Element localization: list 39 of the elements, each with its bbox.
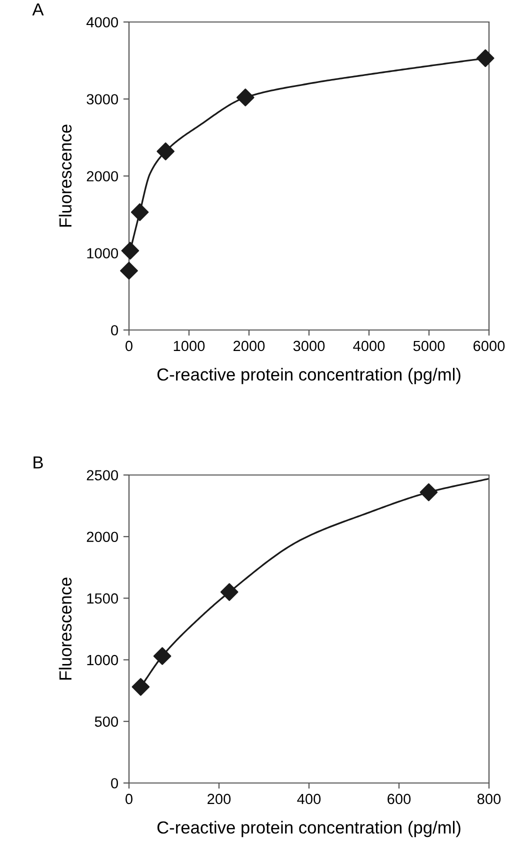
- y-tick-label: 1000: [87, 654, 118, 666]
- point: [153, 647, 172, 666]
- y-tick-label: 500: [94, 716, 118, 727]
- point: [220, 583, 238, 601]
- y-tick-label: 0: [111, 325, 118, 336]
- x-tick-label: 5000: [413, 340, 445, 352]
- y-tick-label: 1000: [87, 248, 118, 258]
- point: [236, 88, 254, 106]
- x-axis-title: C-reactive protein concentration (pg/ml): [157, 820, 460, 838]
- x-tick-label: 400: [297, 794, 321, 804]
- point: [420, 483, 438, 502]
- x-tick-label: 200: [208, 794, 231, 804]
- y-tick-label: 2000: [86, 171, 118, 182]
- x-tick-label: 0: [126, 340, 132, 352]
- y-tick-label: 2500: [86, 470, 118, 480]
- x-tick-label: 3000: [293, 340, 325, 352]
- y-axis-title: Fluorescence: [58, 124, 72, 227]
- y-tick-label: 3000: [86, 94, 118, 104]
- x-tick-label: 4000: [353, 340, 385, 352]
- x-tick-label: 6000: [474, 340, 505, 352]
- point: [121, 242, 140, 260]
- y-tick-label: 4000: [86, 17, 118, 28]
- y-tick-label: 1500: [87, 593, 118, 604]
- y-tick-label: 0: [111, 778, 118, 788]
- x-axis-title: C-reactive protein concentration (pg/ml): [157, 368, 460, 384]
- point: [132, 678, 150, 696]
- x-tick-label: 600: [388, 794, 411, 804]
- point: [120, 262, 138, 280]
- point: [476, 49, 494, 68]
- y-tick-label: 2000: [86, 532, 118, 542]
- point: [156, 142, 175, 160]
- point: [130, 203, 149, 222]
- y-axis-title: Fluorescence: [58, 578, 72, 680]
- x-tick-label: 2000: [234, 340, 265, 352]
- chart-title: B: [34, 456, 43, 468]
- x-tick-label: 1000: [174, 340, 205, 352]
- x-tick-label: 800: [477, 794, 501, 804]
- chart-title: A: [32, 3, 44, 16]
- x-tick-label: 0: [126, 794, 132, 804]
